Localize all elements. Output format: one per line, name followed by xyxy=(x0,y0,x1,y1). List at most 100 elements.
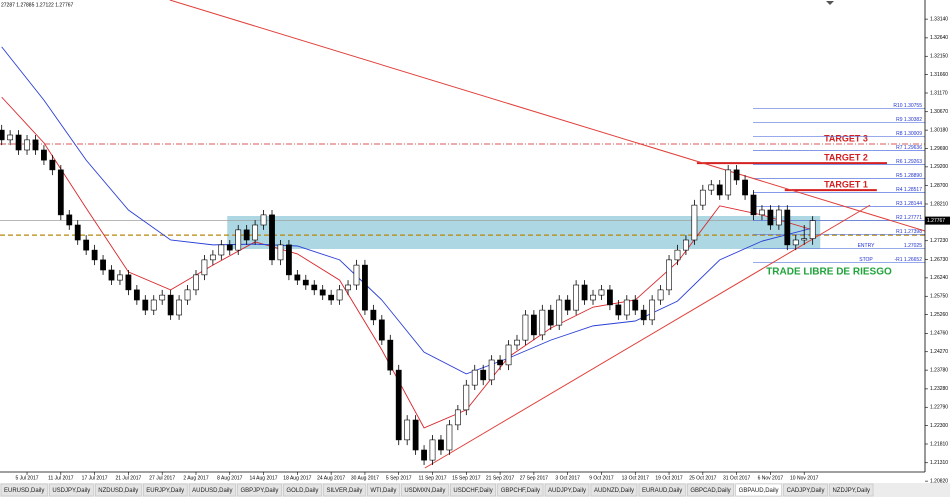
tab[interactable] xyxy=(143,483,188,497)
x-tick-label: 19 Oct 2017 xyxy=(655,475,682,481)
tab-label[interactable]: AUDUSD,Daily xyxy=(192,488,232,494)
candle-body xyxy=(404,419,411,441)
candle-body xyxy=(615,304,622,316)
candle-body xyxy=(547,309,554,326)
candle-body xyxy=(15,134,22,151)
tab-label[interactable]: AUDJPY,Daily xyxy=(548,488,586,494)
x-tick-label: 27 Sep 2017 xyxy=(520,475,549,481)
candle-body xyxy=(412,419,419,451)
candle-body xyxy=(573,284,580,311)
level-label: -R1 1.26652 xyxy=(894,257,922,263)
tab[interactable] xyxy=(323,483,366,497)
y-tick-label: 1.31170 xyxy=(930,90,948,96)
candle-body xyxy=(446,424,453,451)
tab-label[interactable]: EURAUD,Daily xyxy=(642,488,682,494)
candle-body xyxy=(640,309,647,321)
candle-body xyxy=(530,314,537,336)
candle-body xyxy=(362,264,368,311)
level-name: STOP xyxy=(859,257,873,263)
tab-label[interactable]: USDCHF,Daily xyxy=(453,488,492,494)
tab[interactable] xyxy=(450,483,496,497)
level-label: R7 1.29636 xyxy=(896,145,922,151)
tab[interactable] xyxy=(95,483,142,497)
level-label: R9 1.30382 xyxy=(896,117,922,123)
candle-body xyxy=(666,259,672,291)
tab[interactable] xyxy=(544,483,590,497)
level-label: R3 1.28144 xyxy=(896,201,922,207)
candle-body xyxy=(49,159,56,171)
candle-body xyxy=(117,274,123,281)
tab[interactable] xyxy=(367,483,400,497)
candle-body xyxy=(57,169,64,216)
candle-body xyxy=(708,184,715,191)
tab-label[interactable]: NZDUSD,Daily xyxy=(98,488,138,494)
candle-body xyxy=(454,409,461,426)
tab[interactable] xyxy=(237,483,282,497)
tab-label[interactable]: WTI,Daily xyxy=(370,488,396,494)
tab[interactable] xyxy=(49,483,94,497)
tab-label[interactable]: GBPCHF,Daily xyxy=(501,488,540,494)
candle-body xyxy=(74,224,81,241)
candle-body xyxy=(370,309,377,321)
tab-label[interactable]: CADJPY,Daily xyxy=(787,488,825,494)
tab[interactable] xyxy=(829,483,874,497)
candle-body xyxy=(353,264,360,286)
y-tick-label: 1.20820 xyxy=(930,478,948,484)
candle-body xyxy=(607,289,613,306)
tab[interactable] xyxy=(638,483,686,497)
x-tick-label: 21 Sep 2017 xyxy=(486,475,515,481)
zone xyxy=(227,216,821,249)
tab-label[interactable]: AUDNZD,Daily xyxy=(594,488,634,494)
tab[interactable] xyxy=(283,483,322,497)
y-tick-label: 1.26240 xyxy=(930,275,948,281)
x-tick-label: 9 Oct 2017 xyxy=(589,475,614,481)
candle-body xyxy=(83,239,90,251)
tab-label[interactable]: GOLD,Daily xyxy=(286,488,318,494)
candle-body xyxy=(150,299,157,311)
tab[interactable] xyxy=(0,483,48,497)
candle-body xyxy=(759,209,765,216)
tab[interactable] xyxy=(401,483,449,497)
moving-average xyxy=(1,46,813,375)
tab[interactable] xyxy=(735,483,782,497)
tab-label[interactable]: USDMXN,Daily xyxy=(404,488,445,494)
tab-label[interactable]: GBPAUD,Daily xyxy=(739,488,779,494)
x-tick-label: 6 Nov 2017 xyxy=(758,475,784,481)
candle-body xyxy=(243,229,250,241)
x-tick-label: 2 Aug 2017 xyxy=(183,475,209,481)
candle-body xyxy=(505,344,512,366)
candle-body xyxy=(522,314,529,341)
x-tick-label: 14 Aug 2017 xyxy=(250,475,278,481)
candle-body xyxy=(809,220,816,239)
tab-label[interactable]: NZDJPY,Daily xyxy=(832,488,870,494)
candle-body xyxy=(716,184,723,196)
candle-body xyxy=(378,319,385,341)
tab-label[interactable]: SILVER,Daily xyxy=(326,488,362,494)
tab[interactable] xyxy=(497,483,544,497)
candle-body xyxy=(598,289,605,296)
candle-body xyxy=(286,244,292,276)
candle-body xyxy=(226,244,233,251)
candle-body xyxy=(480,369,487,381)
x-tick-label: 10 Nov 2017 xyxy=(790,475,819,481)
tab-label[interactable]: GBPCAD,Daily xyxy=(690,488,730,494)
y-tick-label: 1.23780 xyxy=(930,367,948,373)
candle-body xyxy=(294,274,301,281)
tab[interactable] xyxy=(590,483,638,497)
tab-label[interactable]: EURJPY,Daily xyxy=(146,488,184,494)
tab[interactable] xyxy=(783,483,828,497)
price-tag-label: 1.27767 xyxy=(927,218,945,224)
tab-label[interactable]: GBPJPY,Daily xyxy=(241,488,279,494)
y-tick-label: 1.24760 xyxy=(930,331,948,337)
tab-label[interactable]: USDJPY,Daily xyxy=(52,488,90,494)
y-tick-label: 1.32150 xyxy=(930,54,948,60)
trendline xyxy=(169,0,925,232)
tab-label[interactable]: EURUSD,Daily xyxy=(4,488,44,494)
tab[interactable] xyxy=(188,483,236,497)
plot-area: TARGET 3 TARGET 2 TARGET 1 R10 1.30755 R9 1.… xyxy=(0,0,925,469)
tab[interactable] xyxy=(687,483,734,497)
candle-body xyxy=(792,239,799,246)
y-tick-label: 1.22300 xyxy=(930,423,948,429)
candle-body xyxy=(108,269,115,281)
